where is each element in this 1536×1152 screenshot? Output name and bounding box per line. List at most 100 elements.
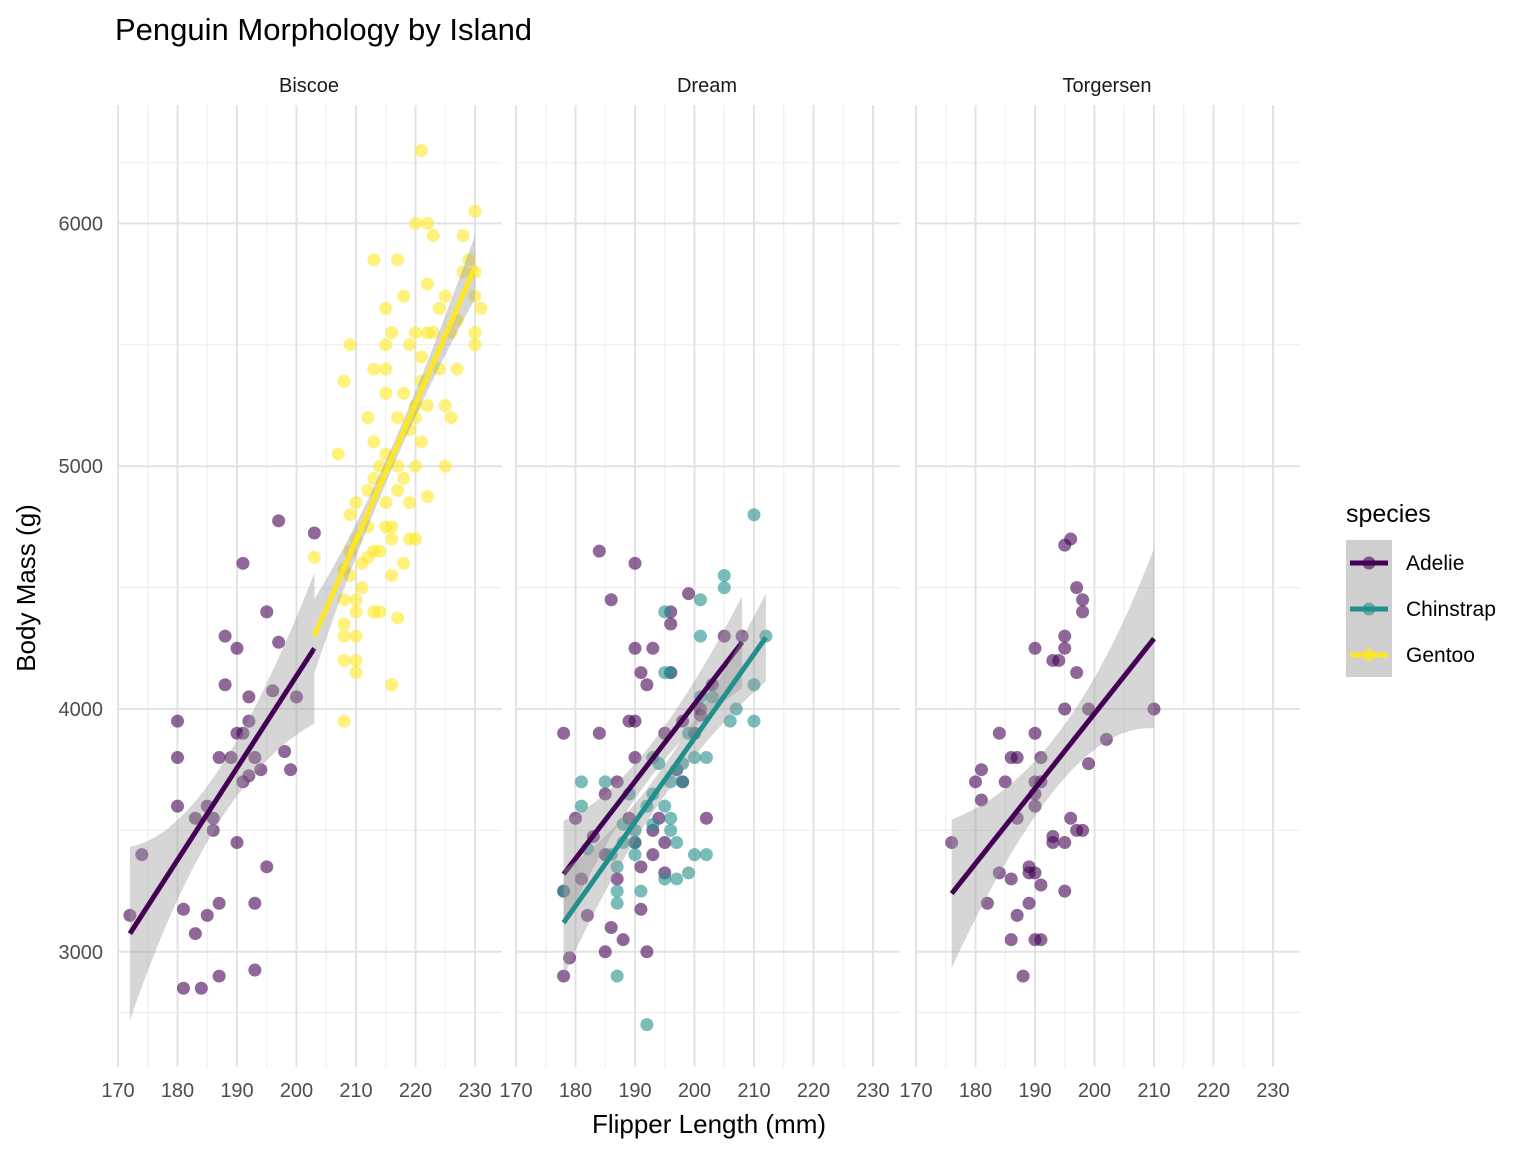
- point-adelie: [212, 896, 226, 910]
- ci-band-chinstrap: [563, 593, 766, 977]
- point-adelie: [272, 635, 286, 649]
- point-adelie: [1064, 811, 1078, 825]
- point-gentoo: [409, 532, 422, 546]
- point-gentoo: [456, 229, 470, 243]
- point-gentoo: [391, 459, 405, 473]
- point-adelie: [1010, 751, 1024, 765]
- point-gentoo: [409, 216, 422, 230]
- point-chinstrap: [688, 848, 701, 862]
- point-adelie: [1058, 836, 1072, 850]
- ci-band-adelie: [129, 573, 315, 1021]
- point-chinstrap: [717, 568, 731, 582]
- point-adelie: [194, 981, 208, 995]
- point-adelie: [628, 641, 642, 655]
- point-adelie: [171, 714, 184, 728]
- point-gentoo: [456, 265, 470, 279]
- point-gentoo: [349, 496, 363, 510]
- point-adelie: [1034, 751, 1048, 765]
- x-tick-label: 210: [1137, 1080, 1170, 1102]
- point-gentoo: [397, 471, 411, 485]
- point-chinstrap: [670, 872, 684, 886]
- x-tick-label: 180: [959, 1080, 992, 1102]
- point-adelie: [574, 872, 588, 886]
- point-adelie: [1052, 653, 1066, 667]
- point-chinstrap: [610, 884, 624, 898]
- y-tick-label: 5000: [59, 456, 104, 478]
- point-adelie: [592, 544, 606, 558]
- point-gentoo: [337, 653, 351, 667]
- point-gentoo: [361, 483, 375, 497]
- point-adelie: [610, 775, 624, 789]
- point-adelie: [969, 775, 982, 789]
- point-chinstrap: [747, 678, 761, 692]
- point-adelie: [248, 963, 262, 977]
- point-adelie: [717, 629, 731, 643]
- point-adelie: [248, 896, 262, 910]
- point-gentoo: [438, 399, 452, 412]
- point-adelie: [1046, 836, 1060, 850]
- point-adelie: [604, 921, 618, 935]
- point-gentoo: [438, 289, 452, 303]
- point-gentoo: [367, 253, 381, 267]
- point-adelie: [693, 702, 707, 716]
- point-gentoo: [468, 326, 482, 340]
- point-gentoo: [391, 483, 405, 497]
- point-gentoo: [367, 362, 381, 376]
- point-adelie: [230, 836, 244, 850]
- point-adelie: [236, 726, 250, 740]
- point-adelie: [1058, 702, 1072, 716]
- x-tick-label: 210: [737, 1080, 770, 1102]
- point-adelie: [1058, 629, 1072, 643]
- point-adelie: [1028, 799, 1042, 813]
- point-gentoo: [391, 253, 405, 267]
- point-adelie: [634, 666, 648, 680]
- point-adelie: [682, 587, 696, 601]
- x-tick-label: 190: [220, 1080, 253, 1102]
- panel-biscoe: Biscoe 170 180 190 200 210 220 230: [101, 75, 502, 1102]
- x-tick-label: 220: [1197, 1080, 1230, 1102]
- point-gentoo: [385, 532, 399, 546]
- point-gentoo: [426, 326, 440, 340]
- point-adelie: [242, 690, 256, 704]
- fit-line-chinstrap: [561, 635, 768, 925]
- y-tick-label: 6000: [59, 213, 104, 235]
- y-tick-label: 3000: [59, 942, 104, 964]
- point-gentoo: [391, 411, 405, 425]
- point-adelie: [699, 811, 713, 825]
- point-gentoo: [349, 629, 363, 643]
- point-chinstrap: [670, 836, 684, 850]
- fit-line-adelie: [127, 646, 317, 935]
- x-tick-label: 220: [399, 1080, 432, 1102]
- point-gentoo: [444, 411, 458, 425]
- point-gentoo: [432, 362, 446, 376]
- point-chinstrap: [574, 775, 588, 789]
- point-chinstrap: [717, 581, 731, 595]
- point-adelie: [634, 860, 648, 874]
- x-tick-label: 190: [618, 1080, 651, 1102]
- point-chinstrap: [640, 1018, 654, 1032]
- point-gentoo: [367, 471, 381, 485]
- point-adelie: [1034, 933, 1048, 947]
- point-gentoo: [337, 374, 351, 388]
- point-gentoo: [409, 326, 422, 340]
- point-gentoo: [420, 399, 434, 412]
- point-adelie: [1099, 732, 1113, 746]
- point-chinstrap: [598, 775, 612, 789]
- point-gentoo: [373, 459, 387, 473]
- point-adelie: [1070, 581, 1084, 595]
- x-tick-label: 210: [339, 1080, 372, 1102]
- point-adelie: [212, 751, 226, 765]
- point-chinstrap: [664, 811, 678, 825]
- x-tick-label: 190: [1018, 1080, 1051, 1102]
- point-chinstrap: [557, 884, 571, 898]
- point-gentoo: [468, 204, 482, 218]
- point-adelie: [1034, 878, 1048, 892]
- point-adelie: [610, 872, 624, 886]
- point-chinstrap: [664, 823, 678, 837]
- x-tick-label: 200: [280, 1080, 313, 1102]
- point-chinstrap: [682, 866, 696, 880]
- point-gentoo: [379, 362, 393, 376]
- facet-label: Dream: [677, 75, 737, 97]
- point-chinstrap: [628, 848, 642, 862]
